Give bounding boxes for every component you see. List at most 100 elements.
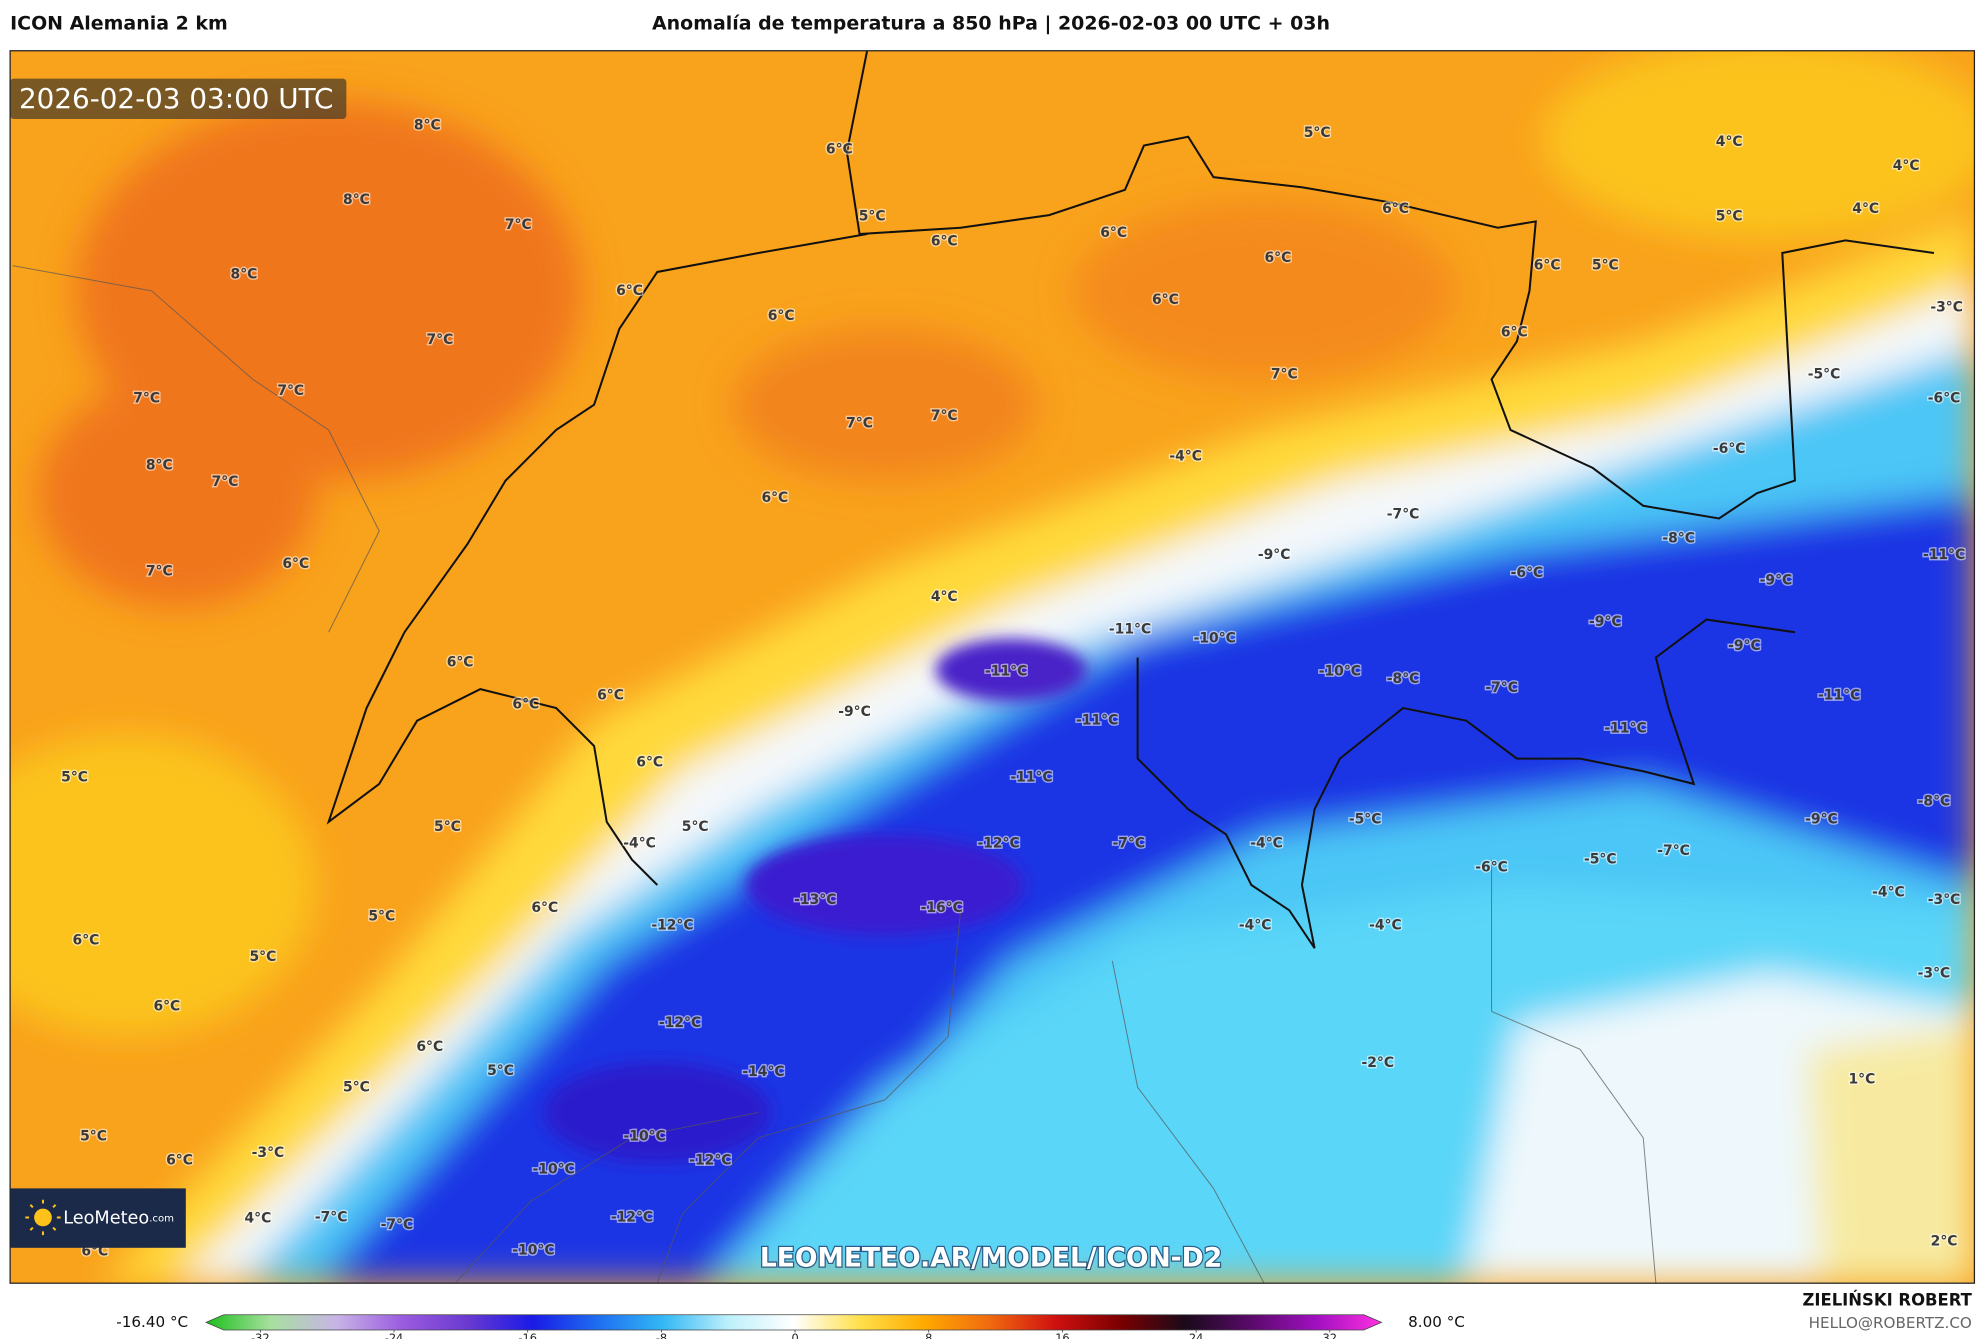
- logo-name: LeoMeteo: [63, 1209, 149, 1229]
- temperature-label: -12°C: [659, 1015, 701, 1031]
- temperature-label: -4°C: [1872, 885, 1905, 901]
- temperature-label: -7°C: [1112, 835, 1145, 851]
- temperature-label: -12°C: [977, 835, 1019, 851]
- temperature-label: 2°C: [1931, 1233, 1958, 1249]
- temperature-label: -10°C: [624, 1129, 666, 1145]
- author: ZIELIŃSKI ROBERT: [1802, 1290, 1972, 1309]
- colorbar-min-label: -16.40 °C: [116, 1313, 188, 1331]
- temperature-label: 8°C: [146, 457, 173, 473]
- temperature-label: -11°C: [985, 663, 1027, 679]
- temperature-label: -9°C: [1589, 614, 1622, 630]
- temperature-label: 5°C: [80, 1129, 107, 1145]
- logo-sun: [34, 1208, 52, 1227]
- colorbar-tick-label: -8: [656, 1331, 667, 1339]
- colorbar-max-label: 8.00 °C: [1408, 1313, 1465, 1331]
- temperature-label: -14°C: [742, 1064, 784, 1080]
- temperature-label: 5°C: [682, 819, 709, 835]
- temperature-label: 5°C: [487, 1063, 514, 1079]
- temperature-label: -4°C: [1169, 449, 1202, 465]
- colorbar-tick-label: 16: [1055, 1331, 1069, 1339]
- temperature-label: 4°C: [1716, 134, 1743, 150]
- colorbar-tick-label: -16: [518, 1331, 537, 1339]
- temperature-label: 6°C: [447, 655, 474, 671]
- colorbar-bar: [205, 1314, 1383, 1331]
- temperature-label: 6°C: [512, 696, 539, 712]
- temperature-label: -4°C: [1369, 917, 1402, 933]
- temperature-label: -10°C: [512, 1242, 554, 1258]
- temperature-label: -12°C: [611, 1209, 653, 1225]
- temperature-label: -7°C: [1387, 507, 1420, 523]
- temperature-label: -3°C: [1928, 892, 1961, 908]
- temperature-label: -8°C: [1662, 531, 1695, 547]
- temperature-label: -11°C: [1010, 770, 1052, 786]
- temperature-label: 4°C: [244, 1211, 271, 1227]
- temperature-label: 6°C: [1152, 292, 1179, 308]
- temperature-label: 6°C: [761, 490, 788, 506]
- temperature-label: 7°C: [146, 564, 173, 580]
- temperature-label: 6°C: [1382, 201, 1409, 217]
- temperature-label: -9°C: [838, 704, 871, 720]
- temperature-label: 5°C: [859, 208, 886, 224]
- temperature-label: 5°C: [343, 1079, 370, 1095]
- temperature-label: -3°C: [1918, 965, 1951, 981]
- temperature-label: 6°C: [1501, 325, 1528, 341]
- temperature-label: -12°C: [689, 1153, 731, 1169]
- temperature-label: 7°C: [1271, 366, 1298, 382]
- temperature-label: 7°C: [505, 217, 532, 233]
- temperature-label: 6°C: [1265, 250, 1292, 266]
- email: HELLO@ROBERTZ.CO: [1809, 1314, 1972, 1332]
- timestamp-box: [10, 78, 347, 120]
- logo-text: LeoMeteo.com: [63, 1209, 174, 1229]
- temperature-label: -11°C: [1076, 713, 1118, 729]
- temperature-label: -3°C: [252, 1145, 285, 1161]
- temperature-label: -4°C: [623, 835, 656, 851]
- temperature-label: 8°C: [343, 192, 370, 208]
- temperature-label: 6°C: [531, 900, 558, 916]
- temperature-label: -8°C: [1387, 671, 1420, 687]
- temperature-label: -8°C: [1918, 794, 1951, 810]
- temperature-label: -7°C: [381, 1217, 414, 1233]
- temperature-label: 5°C: [1304, 125, 1331, 141]
- temperature-label: -9°C: [1760, 572, 1793, 588]
- temperature-label: 6°C: [73, 933, 100, 949]
- temperature-label: 4°C: [1852, 201, 1879, 217]
- temperature-label: 6°C: [416, 1039, 443, 1055]
- temperature-label: -6°C: [1713, 441, 1746, 457]
- temperature-label: 6°C: [636, 754, 663, 770]
- temperature-label: -5°C: [1584, 852, 1617, 868]
- temperature-label: 6°C: [931, 234, 958, 250]
- temperature-label: 7°C: [212, 474, 239, 490]
- temperature-label: 6°C: [768, 308, 795, 324]
- temperature-label: -10°C: [533, 1161, 575, 1177]
- temperature-label: -11°C: [1818, 687, 1860, 703]
- temperature-label: -2°C: [1362, 1055, 1395, 1071]
- temperature-label: 4°C: [1893, 158, 1920, 174]
- temperature-label: 7°C: [846, 416, 873, 432]
- temperature-label: 6°C: [166, 1153, 193, 1169]
- temperature-label: -13°C: [794, 892, 836, 908]
- temperature-label: -7°C: [1485, 680, 1518, 696]
- temperature-labels: 8°C 8°C 7°C 8°C 7°C 7°C 7°C 8°C 7°C 7°C 6°C 6°C 5°C 6…: [60, 116, 1967, 1261]
- temperature-label: -16°C: [921, 900, 963, 916]
- colorbar-tick-label: -32: [251, 1331, 270, 1339]
- temperature-label: 4°C: [931, 589, 958, 605]
- logo-rays: [25, 1199, 61, 1236]
- temperature-label: 8°C: [414, 117, 441, 133]
- temperature-label: 6°C: [597, 687, 624, 703]
- temperature-label: -10°C: [1319, 663, 1361, 679]
- temperature-label: 6°C: [826, 141, 853, 157]
- temperature-label: 5°C: [61, 770, 88, 786]
- map-frame: [9, 50, 1976, 1284]
- temperature-label: 5°C: [1592, 258, 1619, 274]
- temperature-label: -3°C: [1930, 299, 1963, 315]
- colorbar-tick-label: 8: [925, 1331, 932, 1339]
- temperature-label: -11°C: [1109, 622, 1151, 638]
- temperature-label: 7°C: [426, 332, 453, 348]
- temperature-label: -10°C: [1194, 631, 1236, 647]
- watermark: LEOMETEO.AR/MODEL/ICON-D2: [760, 1243, 1222, 1274]
- cold-core: [543, 638, 1088, 1164]
- temperature-label: 6°C: [153, 998, 180, 1014]
- temperature-field: [10, 50, 1975, 1284]
